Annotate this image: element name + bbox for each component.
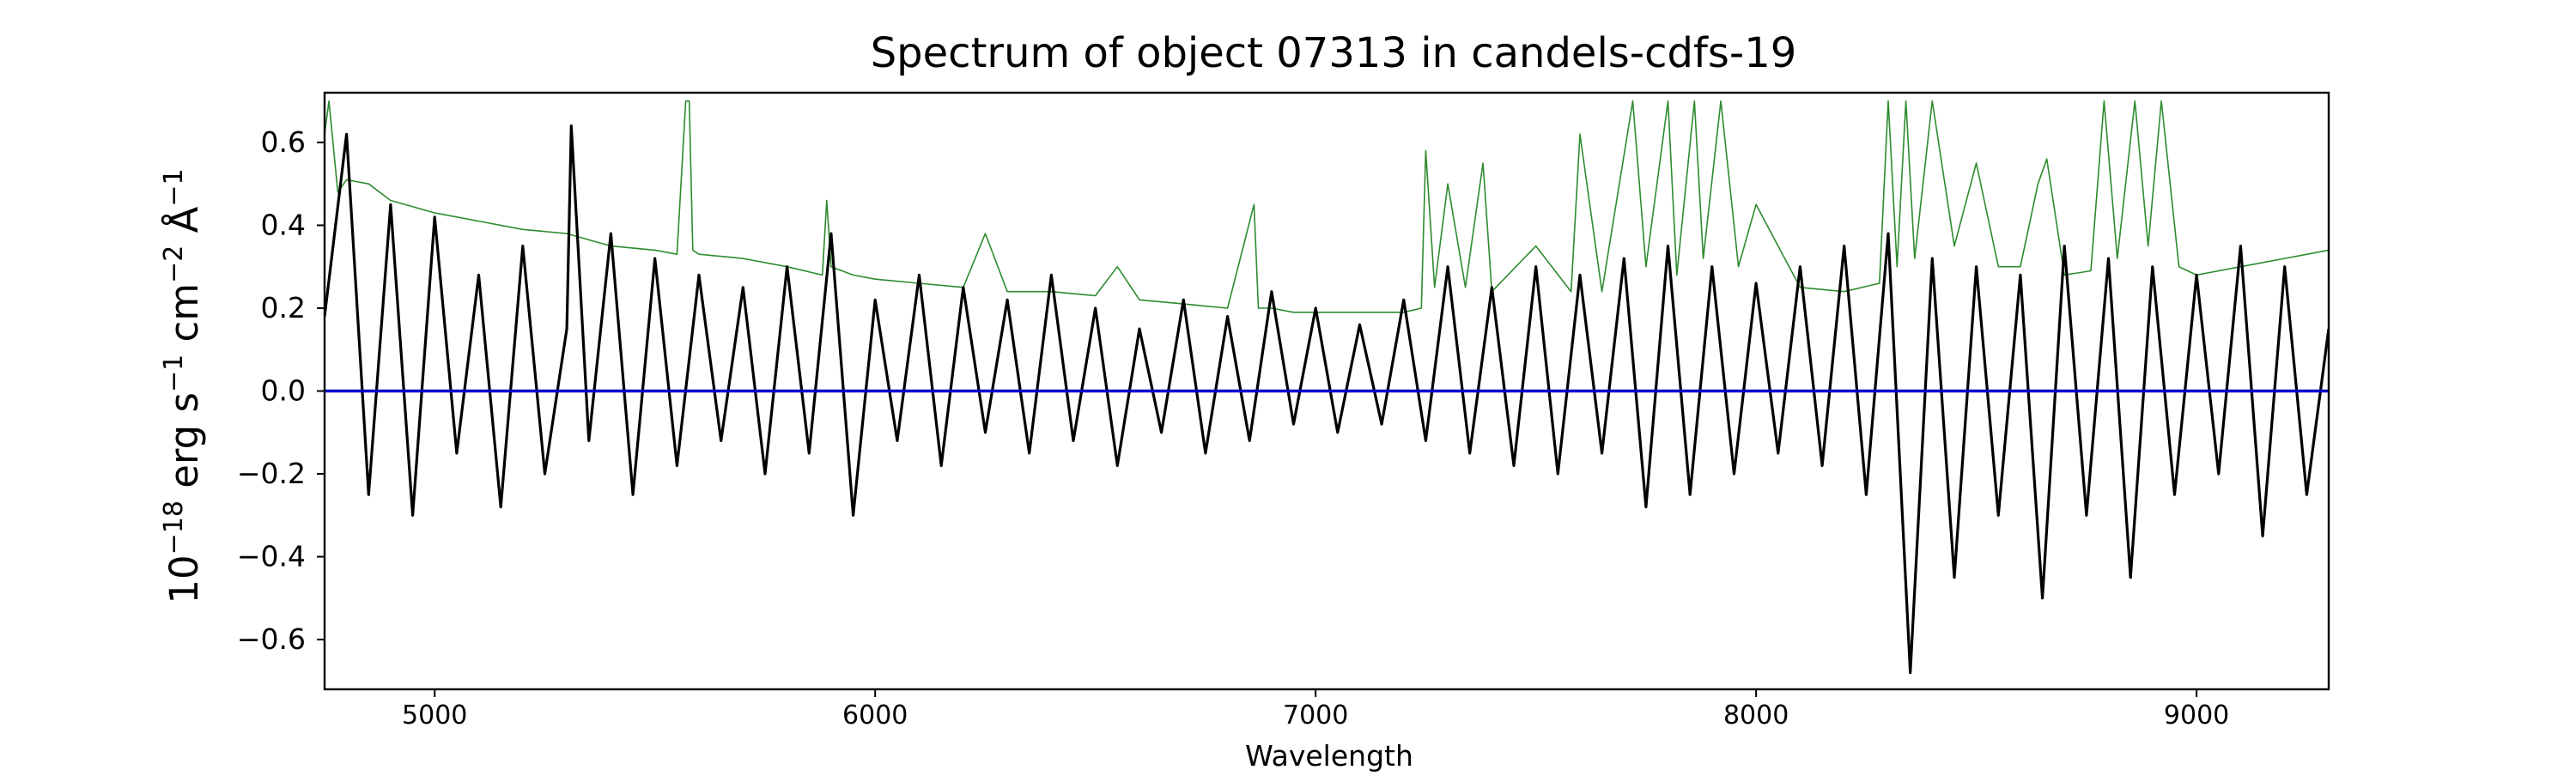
x-tick-label-8000: 8000	[1723, 700, 1789, 731]
y-tick-label-0: 0.0	[261, 374, 306, 408]
flux-spectrum-line	[325, 124, 2329, 675]
x-tick-label-9000: 9000	[2164, 700, 2229, 731]
chart-title: Spectrum of object 07313 in candels-cdfs…	[871, 29, 1797, 77]
y-label-cm-exp: −2	[159, 246, 189, 283]
plot-layer	[325, 100, 2329, 675]
axes-layer: 5000 6000 7000 8000 9000 −0.6 −0.4 −0.2 0.0 0.2 0.…	[237, 125, 2229, 731]
y-label-cm: cm	[161, 283, 207, 355]
y-tick-label-0.4: 0.4	[261, 208, 306, 241]
y-label-ang: Å	[161, 206, 207, 245]
error-spectrum-line	[325, 100, 2329, 313]
y-tick-label--0.2: −0.2	[237, 457, 306, 490]
y-label-ang-exp: −1	[159, 168, 189, 206]
x-tick-label-5000: 5000	[402, 700, 467, 731]
y-label-base: 10	[161, 555, 207, 603]
y-tick-label--0.6: −0.6	[237, 622, 306, 656]
y-tick-label-0.6: 0.6	[261, 125, 306, 159]
x-tick-label-7000: 7000	[1283, 700, 1348, 731]
y-label-s-exp: −1	[159, 355, 189, 392]
plot-frame	[323, 91, 2330, 691]
y-tick-label--0.4: −0.4	[237, 540, 306, 573]
x-axis-label: Wavelength	[1245, 739, 1413, 773]
y-tick-label-0.2: 0.2	[261, 291, 306, 324]
y-label-erg: erg s	[161, 392, 207, 500]
x-tick-label-6000: 6000	[842, 700, 908, 731]
y-axis-label: 10−18 erg s−1 cm−2 Å−1	[159, 168, 207, 603]
y-label-exp: −18	[159, 500, 189, 555]
